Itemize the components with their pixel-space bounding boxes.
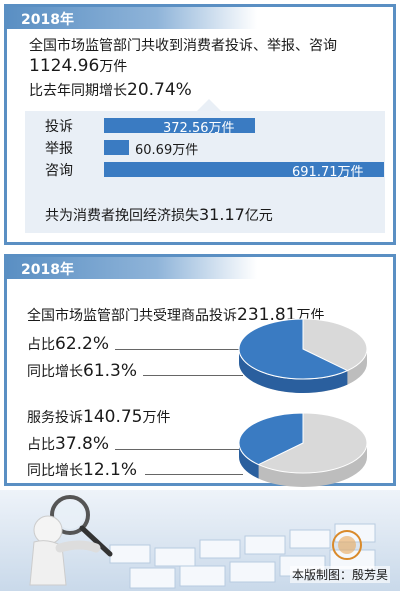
goods-share-value: 62.2%: [55, 334, 110, 354]
savings-unit: 亿元: [244, 208, 273, 224]
pie-slice-highlight: [238, 412, 304, 466]
goods-growth-line: 同比增长61.3%: [27, 361, 137, 381]
year-label: 2018年: [21, 12, 74, 28]
bar-value-label: 60.69万件: [135, 143, 199, 158]
top-panel: 2018年 全国市场监管部门共收到消费者投诉、举报、咨询 1124.96万件 比…: [4, 4, 396, 245]
total-description: 全国市场监管部门共收到消费者投诉、举报、咨询: [29, 38, 337, 54]
service-share-value: 37.8%: [55, 434, 110, 454]
magnifier-figure-icon: [29, 495, 113, 586]
growth-value: 20.74%: [127, 80, 192, 100]
pie-slice-highlight: [238, 318, 349, 380]
service-share-prefix: 占比: [27, 437, 55, 453]
savings-value: 31.17: [199, 205, 245, 224]
stamp-icon: [332, 530, 362, 560]
goods-value: 231.81: [237, 305, 297, 325]
service-pie-chart: [238, 412, 368, 487]
service-unit: 万件: [142, 410, 171, 426]
service-growth-line: 同比增长12.1%: [27, 460, 137, 480]
bar: [104, 118, 255, 133]
service-prefix: 服务投诉: [27, 410, 83, 426]
goods-pie-chart: [238, 318, 368, 393]
goods-growth-guide: [143, 375, 243, 376]
bar: [104, 162, 384, 177]
year-label-2: 2018年: [21, 262, 74, 278]
goods-share-line: 占比62.2%: [27, 334, 109, 354]
total-unit: 万件: [99, 59, 128, 75]
callout-notch: [197, 99, 221, 111]
total-line: 1124.96万件: [29, 56, 127, 76]
pie-side: [239, 443, 367, 487]
service-growth-value: 12.1%: [83, 460, 138, 480]
goods-share-guide: [115, 349, 245, 350]
bottom-panel: 2018年 全国市场监管部门共受理商品投诉231.81万件 占比62.2% 同比…: [4, 254, 396, 487]
year-tab-2: 2018年: [7, 257, 257, 279]
growth-prefix: 比去年同期增长: [29, 83, 127, 99]
credit-line: 本版制图：殷芳昊: [289, 566, 390, 583]
service-share-guide: [115, 449, 243, 450]
bar-category-label: 投诉: [45, 119, 73, 135]
goods-line: 全国市场监管部门共受理商品投诉231.81万件: [27, 305, 324, 325]
pie-highlight-side: [239, 349, 348, 393]
total-value: 1124.96: [29, 56, 100, 76]
goods-prefix: 全国市场监管部门共受理商品投诉: [27, 308, 237, 324]
goods-growth-prefix: 同比增长: [27, 364, 83, 380]
savings-prefix: 共为消费者挽回经济损失: [45, 208, 199, 224]
bar: [104, 140, 129, 155]
bar-value-label: 372.56万件: [163, 121, 235, 136]
pie-highlight-side: [239, 443, 259, 479]
service-growth-prefix: 同比增长: [27, 463, 83, 479]
service-value: 140.75: [83, 407, 143, 427]
service-line: 服务投诉140.75万件: [27, 407, 170, 427]
bar-chart-box: 共为消费者挽回经济损失31.17亿元 投诉 372.56万件举报 60.69万件咨询…: [25, 111, 385, 233]
bar-category-label: 咨询: [45, 163, 73, 179]
growth-line: 比去年同期增长20.74%: [29, 80, 192, 100]
service-share-line: 占比37.8%: [27, 434, 109, 454]
goods-growth-value: 61.3%: [83, 361, 138, 381]
savings-line: 共为消费者挽回经济损失31.17亿元: [45, 205, 273, 225]
bar-value-label: 691.71万件: [292, 165, 364, 180]
year-tab: 2018年: [7, 7, 257, 29]
bar-category-label: 举报: [45, 141, 73, 157]
service-growth-guide: [145, 474, 243, 475]
goods-share-prefix: 占比: [27, 337, 55, 353]
